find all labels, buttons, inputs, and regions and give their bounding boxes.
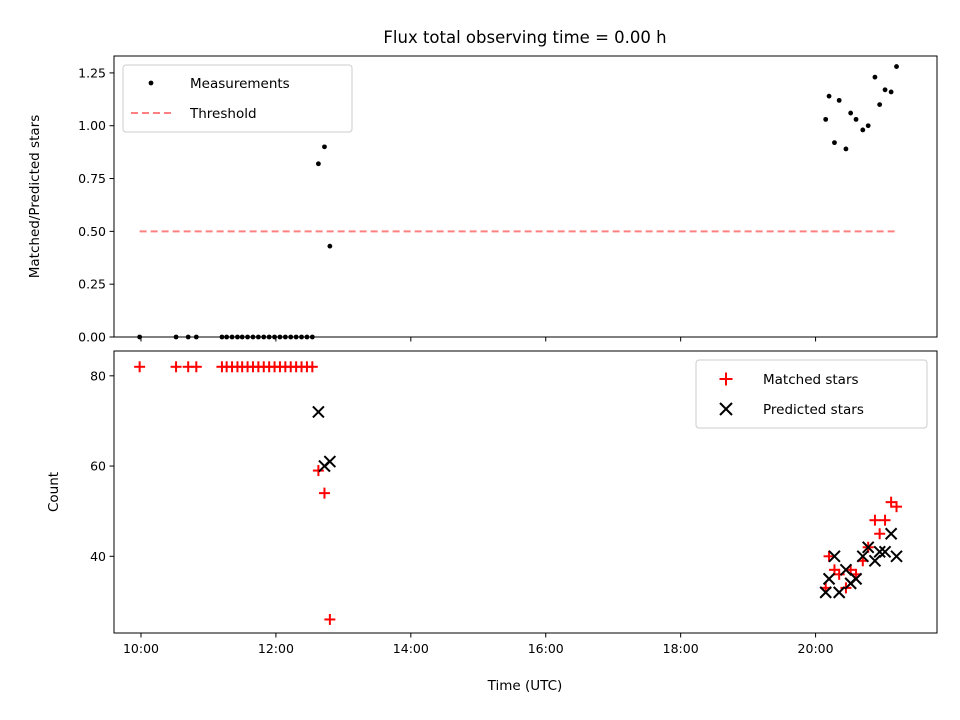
measurements-point xyxy=(877,102,883,107)
chart-title: Flux total observing time = 0.00 h xyxy=(383,28,666,47)
matched-stars-point xyxy=(324,613,336,625)
predicted-stars-point xyxy=(832,586,846,599)
predicted-stars-point xyxy=(849,572,863,586)
legend-predicted-label: Predicted stars xyxy=(763,402,864,418)
legend-matched-marker xyxy=(719,372,733,386)
predicted-stars-point xyxy=(873,545,886,558)
measurements-point xyxy=(843,146,849,152)
x-tick-label: 18:00 xyxy=(663,641,699,656)
measurements-point xyxy=(872,74,878,80)
top-x-ticks xyxy=(140,337,817,342)
y-tick-label: 0.00 xyxy=(78,330,106,345)
predicted-stars-point xyxy=(323,455,337,468)
x-tick-label: 12:00 xyxy=(258,641,294,656)
x-axis-label: Time (UTC) xyxy=(487,678,563,694)
bottom-y-axis-label: Count xyxy=(46,472,62,512)
legend-measurements-label: Measurements xyxy=(190,76,290,92)
top-plot-frame xyxy=(113,55,938,338)
matched-stars-point xyxy=(134,361,146,373)
top-panel: 0.00 0.25 0.50 0.75 1.00 1.25 Matched/Predict… xyxy=(27,55,938,345)
x-tick-label: 16:00 xyxy=(528,641,564,656)
matched-stars-point xyxy=(891,501,903,513)
measurements-point xyxy=(894,64,899,69)
matched-stars-point xyxy=(306,361,318,373)
x-tick-label: 20:00 xyxy=(798,641,834,656)
y-tick-label: 0.25 xyxy=(78,277,106,292)
predicted-stars-point xyxy=(822,572,836,586)
bottom-plot-frame xyxy=(113,350,938,634)
y-tick-label: 80 xyxy=(90,368,106,383)
legend-threshold-label: Threshold xyxy=(189,106,257,122)
measurements-point xyxy=(832,140,837,146)
measurements-point xyxy=(823,116,829,122)
y-tick-label: 1.25 xyxy=(78,65,106,80)
bottom-legend: Matched stars Predicted stars xyxy=(695,359,928,429)
predicted-stars-point xyxy=(868,554,882,568)
matched-stars-point xyxy=(190,361,202,373)
measurements-point xyxy=(836,97,842,103)
predicted-stars-point xyxy=(890,550,903,563)
y-tick-label: 0.50 xyxy=(78,224,106,239)
predicted-stars-point xyxy=(861,541,875,554)
predicted-stars-point xyxy=(819,586,832,599)
y-tick-label: 1.00 xyxy=(78,118,106,133)
matched-stars-point xyxy=(874,528,886,540)
predicted-stars-point xyxy=(839,563,853,577)
measurements-point xyxy=(322,144,327,150)
bottom-x-ticks: 10:00 12:00 14:00 16:00 18:00 20:00 xyxy=(123,633,834,656)
matched-stars-point xyxy=(170,361,182,373)
y-tick-label: 60 xyxy=(90,459,106,474)
x-tick-label: 14:00 xyxy=(393,641,429,656)
top-plot-marks xyxy=(137,64,899,340)
legend-measurements-marker xyxy=(148,80,154,86)
measurements-point xyxy=(826,93,832,99)
bottom-y-ticks: 40 60 80 xyxy=(90,368,114,564)
top-y-axis-label: Matched/Predicted stars xyxy=(27,115,43,278)
legend-predicted-marker xyxy=(719,402,733,416)
measurements-point xyxy=(882,87,888,93)
measurements-point xyxy=(860,127,866,133)
bottom-panel: 40 60 80 10:00 12:00 14:00 16:00 18:00 20:00 Co… xyxy=(46,350,938,694)
measurements-point xyxy=(316,161,321,167)
matched-stars-point xyxy=(869,514,881,526)
matched-stars-point xyxy=(318,487,330,499)
measurements-point xyxy=(865,123,871,129)
top-legend: Measurements Threshold xyxy=(122,64,353,133)
x-tick-label: 10:00 xyxy=(123,641,159,656)
measurements-point xyxy=(848,110,854,116)
predicted-stars-point xyxy=(312,405,325,419)
bottom-legend-frame xyxy=(695,359,928,429)
matched-stars-point xyxy=(879,514,891,526)
measurements-point xyxy=(888,89,894,95)
measurements-point xyxy=(853,116,859,122)
bottom-plot-marks xyxy=(134,361,903,625)
predicted-stars-point xyxy=(856,550,870,563)
predicted-stars-point xyxy=(878,545,892,558)
matched-stars-point xyxy=(833,568,845,580)
legend-matched-label: Matched stars xyxy=(763,372,859,388)
top-y-ticks: 0.00 0.25 0.50 0.75 1.00 1.25 xyxy=(78,65,114,345)
top-legend-frame xyxy=(122,64,353,133)
y-tick-label: 40 xyxy=(90,549,106,564)
predicted-stars-point xyxy=(828,550,841,563)
measurements-point xyxy=(327,243,333,249)
matched-stars-point xyxy=(312,465,324,477)
predicted-stars-point xyxy=(884,527,898,540)
y-tick-label: 0.75 xyxy=(78,171,106,186)
matched-stars-point xyxy=(823,550,835,562)
